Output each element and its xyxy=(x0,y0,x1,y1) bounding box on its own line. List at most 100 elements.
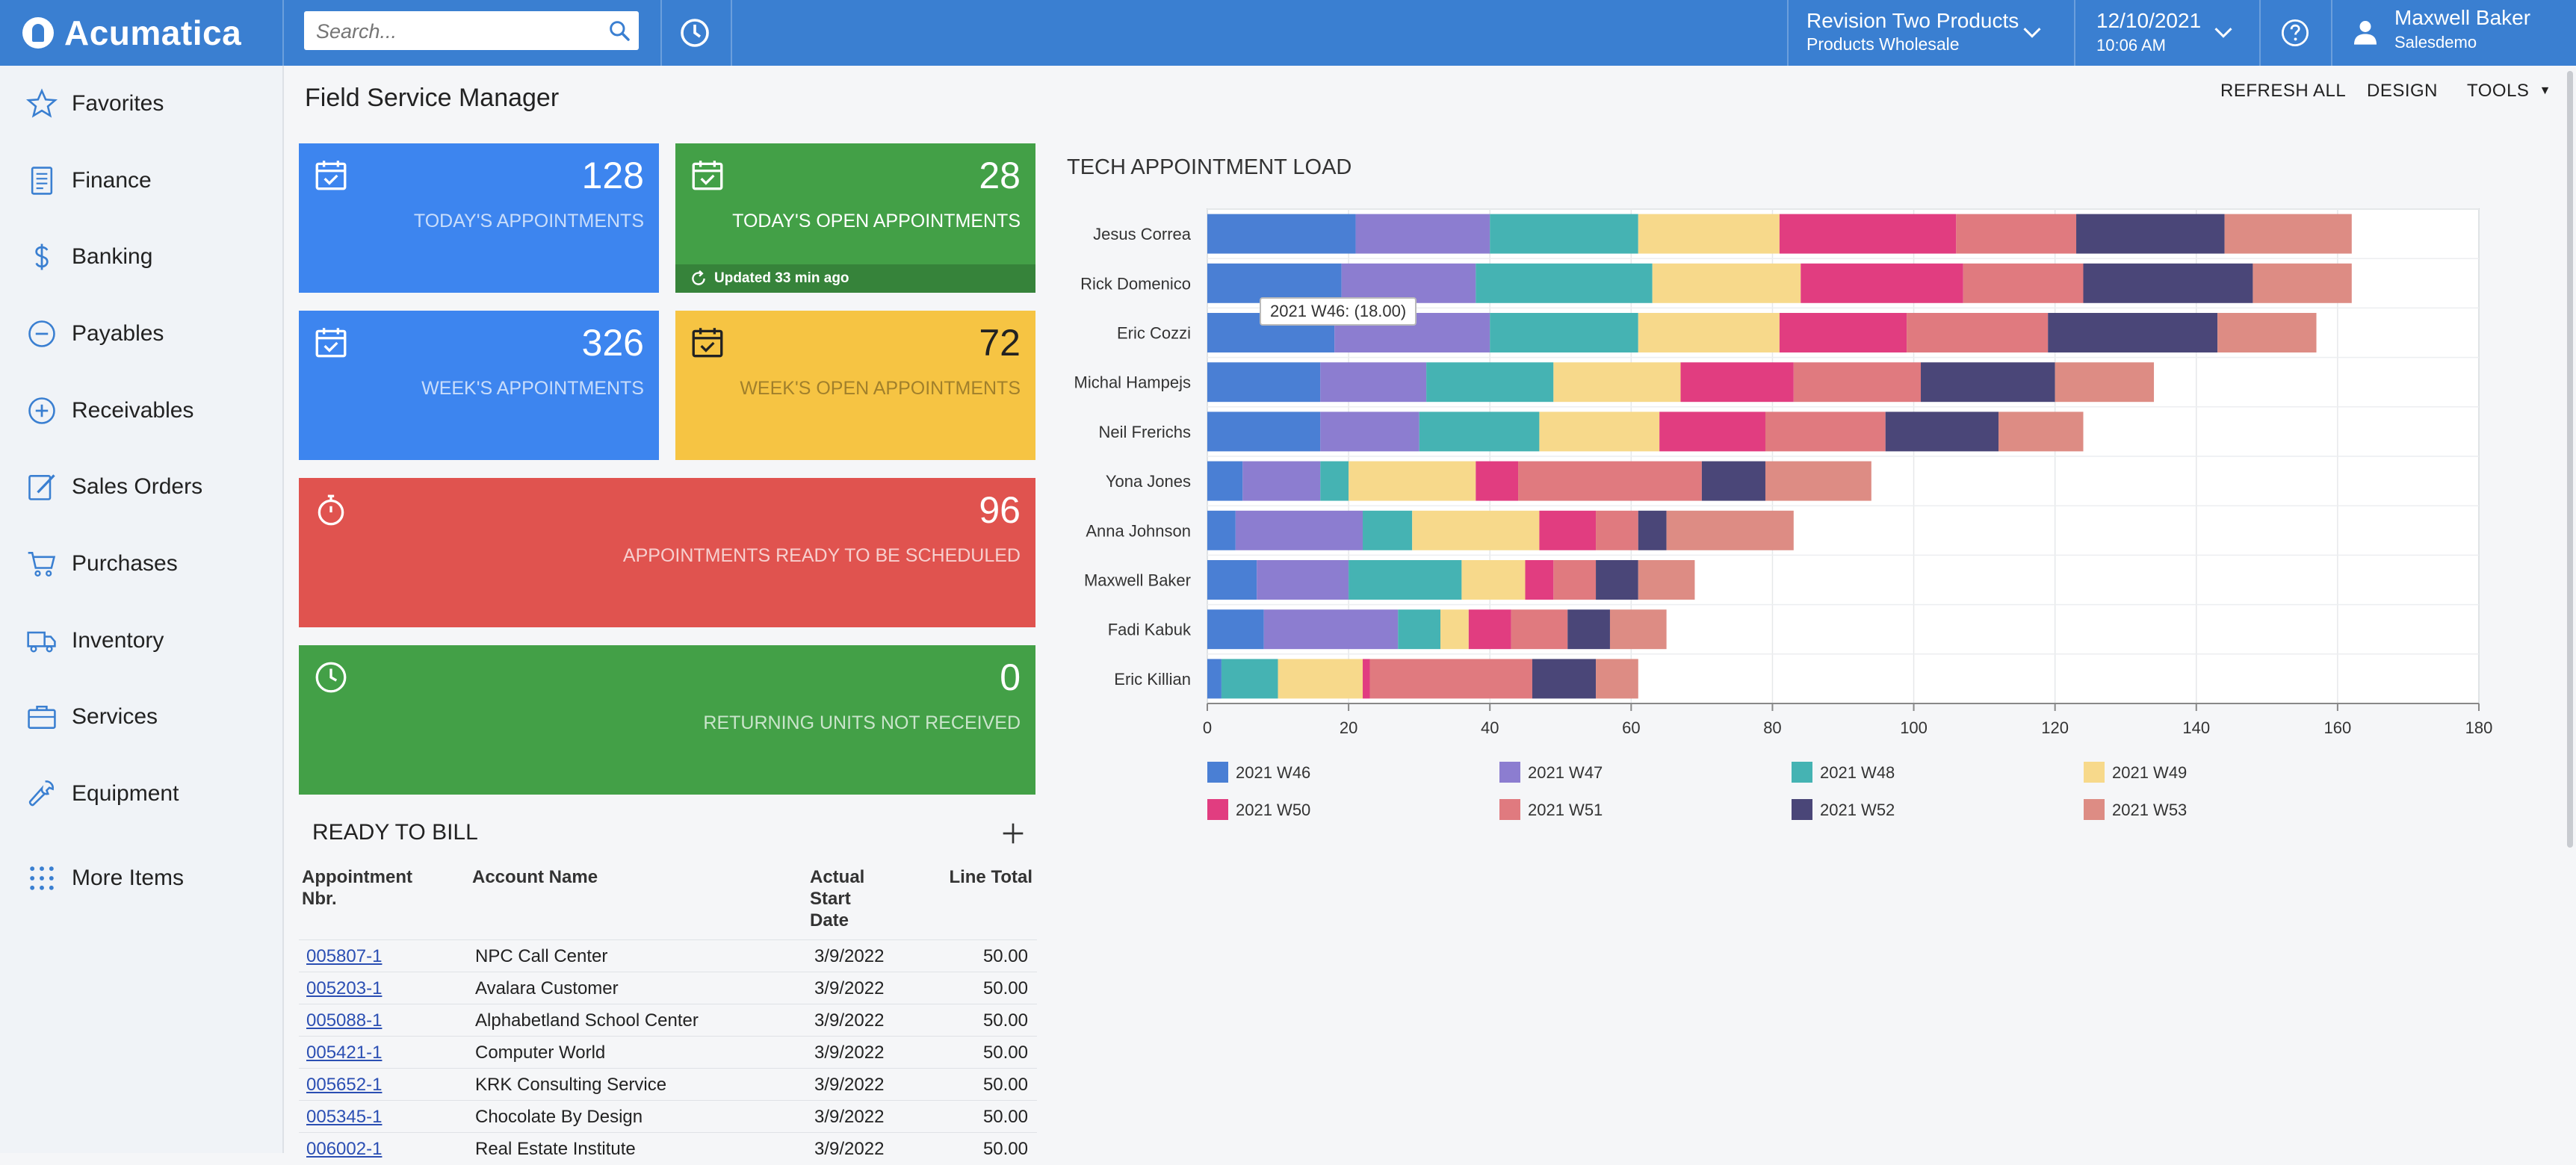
line-total-cell: 50.00 xyxy=(982,1075,1028,1095)
bar-segment xyxy=(1921,362,2055,403)
appointment-link[interactable]: 005652-1 xyxy=(306,1075,383,1095)
tile-weeks-appointments[interactable]: 326 WEEK'S APPOINTMENTS xyxy=(299,311,659,460)
bar-segment xyxy=(2055,362,2155,403)
appointment-link[interactable]: 005807-1 xyxy=(306,946,383,966)
bar-segment xyxy=(1476,263,1653,303)
tile-caption: WEEK'S OPEN APPOINTMENTS xyxy=(740,378,1021,399)
sidebar-item-payables[interactable]: Payables xyxy=(0,304,282,364)
bar-segment xyxy=(2217,313,2317,352)
tile-todays-open-appointments[interactable]: 28 TODAY'S OPEN APPOINTMENTS Updated 33 … xyxy=(675,143,1035,293)
search-input[interactable] xyxy=(315,13,594,50)
sidebar-item-finance[interactable]: Finance xyxy=(0,151,282,211)
sidebar-item-favorites[interactable]: Favorites xyxy=(0,74,282,134)
user-menu[interactable]: Maxwell Baker Salesdemo xyxy=(2394,6,2530,52)
bar-segment xyxy=(2253,263,2352,303)
minus-circle-icon xyxy=(28,320,55,347)
acumatica-logo[interactable]: Acumatica xyxy=(22,10,241,55)
start-date-cell: 3/9/2022 xyxy=(814,946,885,966)
legend-label: 2021 W46 xyxy=(1236,763,1310,782)
line-total-cell: 50.00 xyxy=(982,1139,1028,1159)
bar-segment xyxy=(1242,461,1321,501)
table-row[interactable]: 005203-1 Avalara Customer 3/9/2022 50.00 xyxy=(299,972,1037,1004)
legend-label: 2021 W48 xyxy=(1820,763,1895,782)
col-header-line-total[interactable]: Line Total xyxy=(949,867,1032,887)
appointment-link[interactable]: 005421-1 xyxy=(306,1043,383,1063)
x-tick-label: 20 xyxy=(1340,718,1357,737)
sidebar-item-sales-orders[interactable]: Sales Orders xyxy=(0,457,282,517)
start-date-cell: 3/9/2022 xyxy=(814,1075,885,1095)
tools-menu-button[interactable]: TOOLS ▼ xyxy=(2467,81,2551,102)
bar-segment xyxy=(1609,609,1667,650)
legend-label: 2021 W51 xyxy=(1528,801,1603,819)
search-box[interactable] xyxy=(304,11,639,50)
bar-segment xyxy=(1518,461,1702,501)
tile-returning-units-not-received[interactable]: 0 RETURNING UNITS NOT RECEIVED xyxy=(299,645,1035,795)
sidebar-item-label: Receivables xyxy=(72,398,194,423)
start-date-cell: 3/9/2022 xyxy=(814,1043,885,1063)
appointment-link[interactable]: 005345-1 xyxy=(306,1107,383,1127)
col-header-account-name[interactable]: Account Name xyxy=(472,867,598,887)
sidebar-item-equipment[interactable]: Equipment xyxy=(0,764,282,824)
tile-todays-appointments[interactable]: 128 TODAY'S APPOINTMENTS xyxy=(299,143,659,293)
pencil-icon xyxy=(28,474,55,500)
history-icon[interactable] xyxy=(677,15,713,51)
sidebar-item-label: More Items xyxy=(72,866,185,890)
design-button[interactable]: DESIGN xyxy=(2367,81,2439,101)
sidebar-item-label: Inventory xyxy=(72,628,164,653)
legend-label: 2021 W47 xyxy=(1528,763,1603,782)
sidebar-item-label: Purchases xyxy=(72,551,178,576)
help-icon[interactable] xyxy=(2279,17,2311,49)
table-row[interactable]: 005088-1 Alphabetland School Center 3/9/20… xyxy=(299,1004,1037,1037)
bar-segment xyxy=(1553,362,1681,403)
table-row[interactable]: 005345-1 Chocolate By Design 3/9/2022 50.00 xyxy=(299,1100,1037,1133)
company-branch-selector[interactable]: Revision Two Products Products Wholesale xyxy=(1806,9,2019,55)
bar-segment xyxy=(1278,659,1363,699)
sidebar-item-services[interactable]: Services xyxy=(0,687,282,747)
tile-weeks-open-appointments[interactable]: 72 WEEK'S OPEN APPOINTMENTS xyxy=(675,311,1035,460)
bar-segment xyxy=(1638,510,1667,550)
chart-title: TECH APPOINTMENT LOAD xyxy=(1067,155,1352,179)
appointment-link[interactable]: 005088-1 xyxy=(306,1010,383,1031)
table-row[interactable]: 005652-1 KRK Consulting Service 3/9/2022 50… xyxy=(299,1068,1037,1101)
category-label: Rick Domenico xyxy=(1080,274,1191,293)
table-row[interactable]: 005807-1 NPC Call Center 3/9/2022 50.00 xyxy=(299,939,1037,972)
table-row[interactable]: 005421-1 Computer World 3/9/2022 50.00 xyxy=(299,1036,1037,1069)
appointment-link[interactable]: 005203-1 xyxy=(306,978,383,998)
table-row[interactable]: 006002-1 Real Estate Institute 3/9/2022 50.… xyxy=(299,1132,1037,1165)
sidebar-item-purchases[interactable]: Purchases xyxy=(0,534,282,594)
tile-appointments-ready-to-schedule[interactable]: 96 APPOINTMENTS READY TO BE SCHEDULED xyxy=(299,478,1035,627)
line-total-cell: 50.00 xyxy=(982,978,1028,998)
col-header-appointment[interactable]: Appointment Nbr. xyxy=(302,867,412,909)
col-header-actual-start-date[interactable]: Actual Start Date xyxy=(810,867,865,931)
search-icon[interactable] xyxy=(607,19,631,43)
add-icon[interactable] xyxy=(998,818,1028,848)
bar-segment xyxy=(1363,659,1370,699)
bar-segment xyxy=(1320,362,1427,403)
category-label: Yona Jones xyxy=(1106,472,1191,491)
sidebar-item-inventory[interactable]: Inventory xyxy=(0,611,282,671)
business-date-selector[interactable]: 12/10/2021 10:06 AM xyxy=(2096,9,2201,55)
divider xyxy=(2074,0,2075,66)
refresh-all-button[interactable]: REFRESH ALL xyxy=(2220,81,2347,101)
bar-segment xyxy=(2083,263,2253,303)
tile-caption: TODAY'S OPEN APPOINTMENTS xyxy=(732,211,1021,232)
sidebar-item-receivables[interactable]: Receivables xyxy=(0,381,282,441)
user-icon[interactable] xyxy=(2350,16,2380,48)
chevron-down-icon[interactable] xyxy=(2213,25,2234,40)
bar-segment xyxy=(1553,560,1597,600)
bar-segment xyxy=(1355,214,1490,254)
x-tick-label: 100 xyxy=(1900,718,1928,737)
dollar-icon xyxy=(35,243,49,270)
chevron-down-icon[interactable] xyxy=(2022,25,2043,40)
calendar-check-icon xyxy=(315,328,347,358)
bar-segment xyxy=(1659,411,1765,452)
bar-segment xyxy=(1320,411,1419,452)
page-scrollbar[interactable] xyxy=(2567,71,2573,848)
x-tick-label: 60 xyxy=(1622,718,1640,737)
sidebar-item-banking[interactable]: Banking xyxy=(0,227,282,287)
appointment-link[interactable]: 006002-1 xyxy=(306,1139,383,1159)
sidebar-item-more-items[interactable]: More Items xyxy=(0,848,282,908)
x-tick-label: 40 xyxy=(1481,718,1499,737)
page-title: Field Service Manager xyxy=(305,84,560,112)
account-name-cell: Real Estate Institute xyxy=(475,1139,636,1159)
